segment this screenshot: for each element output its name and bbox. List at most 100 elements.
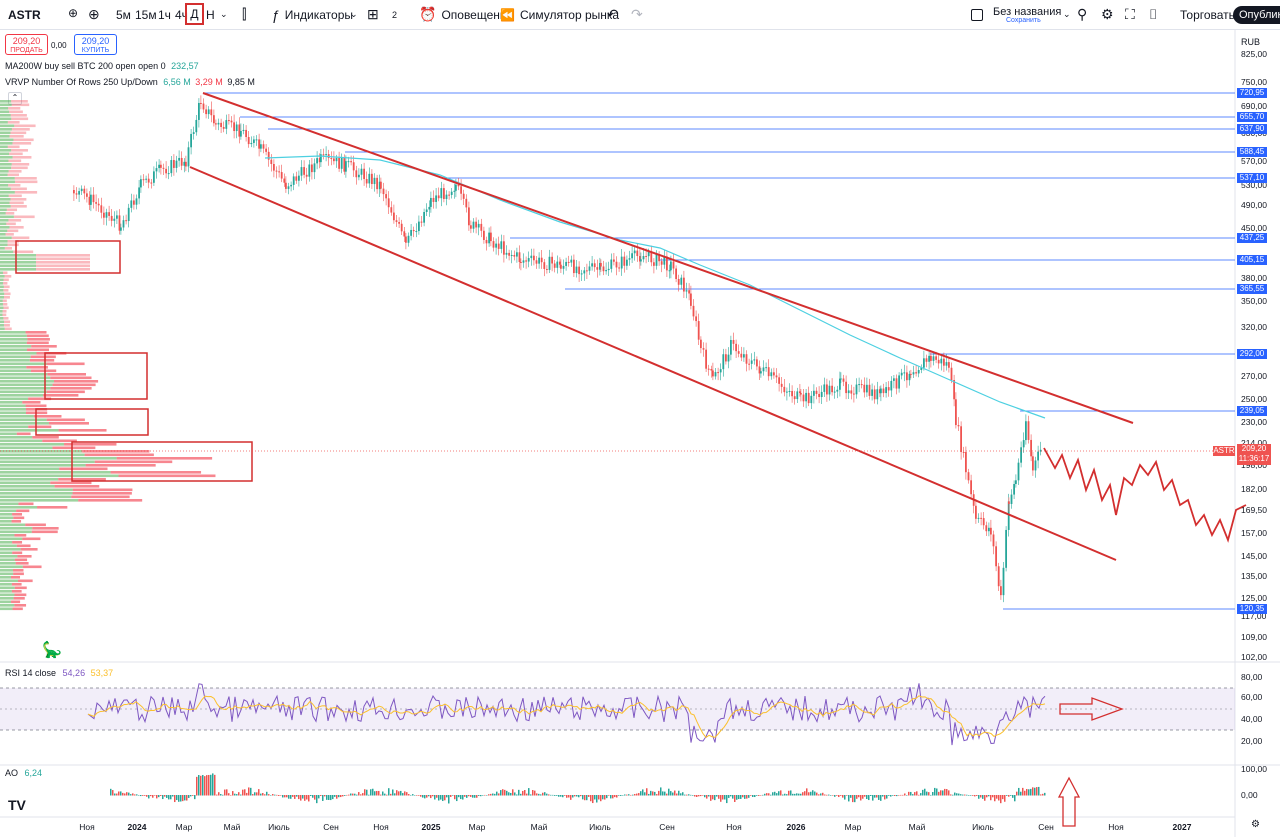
volume-down-bar [48, 422, 89, 425]
interval-5m[interactable]: 5м [116, 7, 131, 22]
ao-bar [464, 795, 466, 797]
interval-15m[interactable]: 15м [135, 7, 157, 22]
ao-bar [396, 790, 398, 796]
layouts-button[interactable]: ⊞ [367, 0, 379, 29]
buy-label: КУПИТЬ [81, 47, 110, 54]
ao-bar [658, 790, 660, 796]
volume-up-bar [0, 380, 54, 383]
interval-4h[interactable]: 4ч [175, 7, 188, 22]
compare-button[interactable]: ⊕ [88, 0, 100, 29]
rsi-legend[interactable]: RSI 14 close 54,26 53,37 [5, 668, 113, 678]
candle-body [937, 359, 940, 364]
volume-up-bar [0, 282, 3, 285]
ao-bar [214, 774, 216, 796]
volume-up-bar [0, 436, 33, 439]
snapshot-button[interactable]: ⌷ [1149, 0, 1157, 29]
ao-bar [294, 795, 296, 799]
undo-button[interactable]: ↶ [607, 0, 619, 29]
candle-body [868, 384, 871, 396]
fullscreen-button[interactable]: ⛶ [1125, 0, 1135, 29]
settings-button[interactable]: ⚙ [1101, 0, 1114, 29]
ma-legend[interactable]: MA200W buy sell BTC 200 open open 0 232,… [5, 61, 199, 71]
candle-body [290, 184, 292, 187]
dino-icon[interactable]: 🦕 [42, 642, 62, 659]
ao-bar [890, 795, 892, 797]
volume-up-bar [0, 348, 27, 352]
volume-down-bar [13, 250, 34, 254]
ao-bar [1024, 790, 1026, 796]
interval-dropdown[interactable]: ⌄ [220, 0, 228, 29]
volume-up-bar [0, 236, 12, 240]
layout-name[interactable]: Без названия [993, 6, 1062, 18]
candle-body [1027, 421, 1030, 440]
candle-body [368, 173, 371, 184]
candle-body [753, 359, 756, 361]
indicators-dropdown[interactable]: ⌄ [350, 0, 358, 29]
ao-bar [884, 795, 886, 800]
candle-body [840, 378, 842, 380]
layout-save-checkbox[interactable] [971, 0, 983, 29]
candle-body [879, 389, 881, 394]
candle-body [183, 161, 186, 166]
ao-legend[interactable]: AO 6,24 [5, 768, 42, 778]
tradingview-logo-icon[interactable]: TV [8, 797, 26, 813]
candle-body [355, 170, 358, 178]
buy-button[interactable]: 209,20 КУПИТЬ [74, 34, 117, 55]
ao-bar [652, 791, 654, 796]
interval-week[interactable]: Н [206, 7, 215, 22]
candle-body [773, 372, 775, 376]
ao-bar [654, 791, 656, 796]
ao-bar [292, 795, 294, 797]
ao-tick: 0,00 [1241, 790, 1258, 800]
volume-down-bar [11, 520, 22, 523]
ao-bar [286, 795, 288, 798]
add-symbol-icon[interactable]: ⊕ [68, 6, 79, 20]
volume-up-bar [0, 390, 47, 394]
candle-body [943, 358, 945, 366]
ao-bar [448, 795, 450, 804]
ao-bar [472, 795, 474, 798]
interval-1h[interactable]: 1ч [158, 7, 171, 22]
volume-down-bar [71, 495, 130, 499]
ao-bar [260, 793, 262, 796]
symbol-search[interactable]: ASTR ⊕ [2, 4, 82, 25]
trade-button[interactable]: Торговать [1180, 7, 1235, 22]
indicators-button[interactable]: ƒ Индикаторы [272, 0, 353, 29]
volume-down-bar [4, 320, 11, 324]
last-price-value: 209,20 [1241, 444, 1267, 453]
ao-bar [320, 795, 322, 796]
ao-bar [122, 792, 124, 796]
alerts-button[interactable]: ⏰ Оповещения [419, 0, 513, 29]
volume-down-bar [12, 569, 24, 572]
ao-bar [410, 794, 412, 796]
publish-button[interactable]: Опубликовать [1233, 6, 1280, 24]
candle-body [553, 263, 556, 268]
ao-bar [344, 795, 346, 796]
redo-button[interactable]: ↷ [631, 0, 643, 29]
candle-body [778, 377, 780, 384]
candle-body [923, 358, 925, 368]
candle-body [551, 256, 553, 264]
candle-body [195, 119, 198, 133]
candle-body [110, 215, 113, 221]
ao-bar [774, 791, 776, 796]
candle-body [97, 203, 100, 206]
volume-down-bar [17, 555, 32, 558]
ao-bar [166, 795, 168, 798]
candle-body [313, 163, 316, 173]
collapse-legend-button[interactable]: ⌃ [8, 92, 22, 105]
volume-up-bar [0, 275, 5, 278]
replay-button[interactable]: ⏪ Симулятор рынка [500, 0, 619, 29]
chart-type-button[interactable]: ⫿ [242, 0, 246, 29]
search-button[interactable]: ⚲ [1077, 0, 1087, 29]
layout-dropdown[interactable]: ⌄ [1063, 0, 1071, 29]
volume-up-bar [0, 551, 13, 555]
sell-button[interactable]: 209,20 ПРОДАТЬ [5, 34, 48, 55]
candle-body [880, 388, 882, 394]
ao-bar [204, 776, 206, 796]
axis-settings-button[interactable]: ⚙ [1251, 819, 1260, 830]
interval-day[interactable]: Д [185, 3, 204, 25]
candle-body [210, 109, 213, 116]
vrvp-legend[interactable]: VRVP Number Of Rows 250 Up/Down 6,56 M 3… [5, 77, 255, 87]
